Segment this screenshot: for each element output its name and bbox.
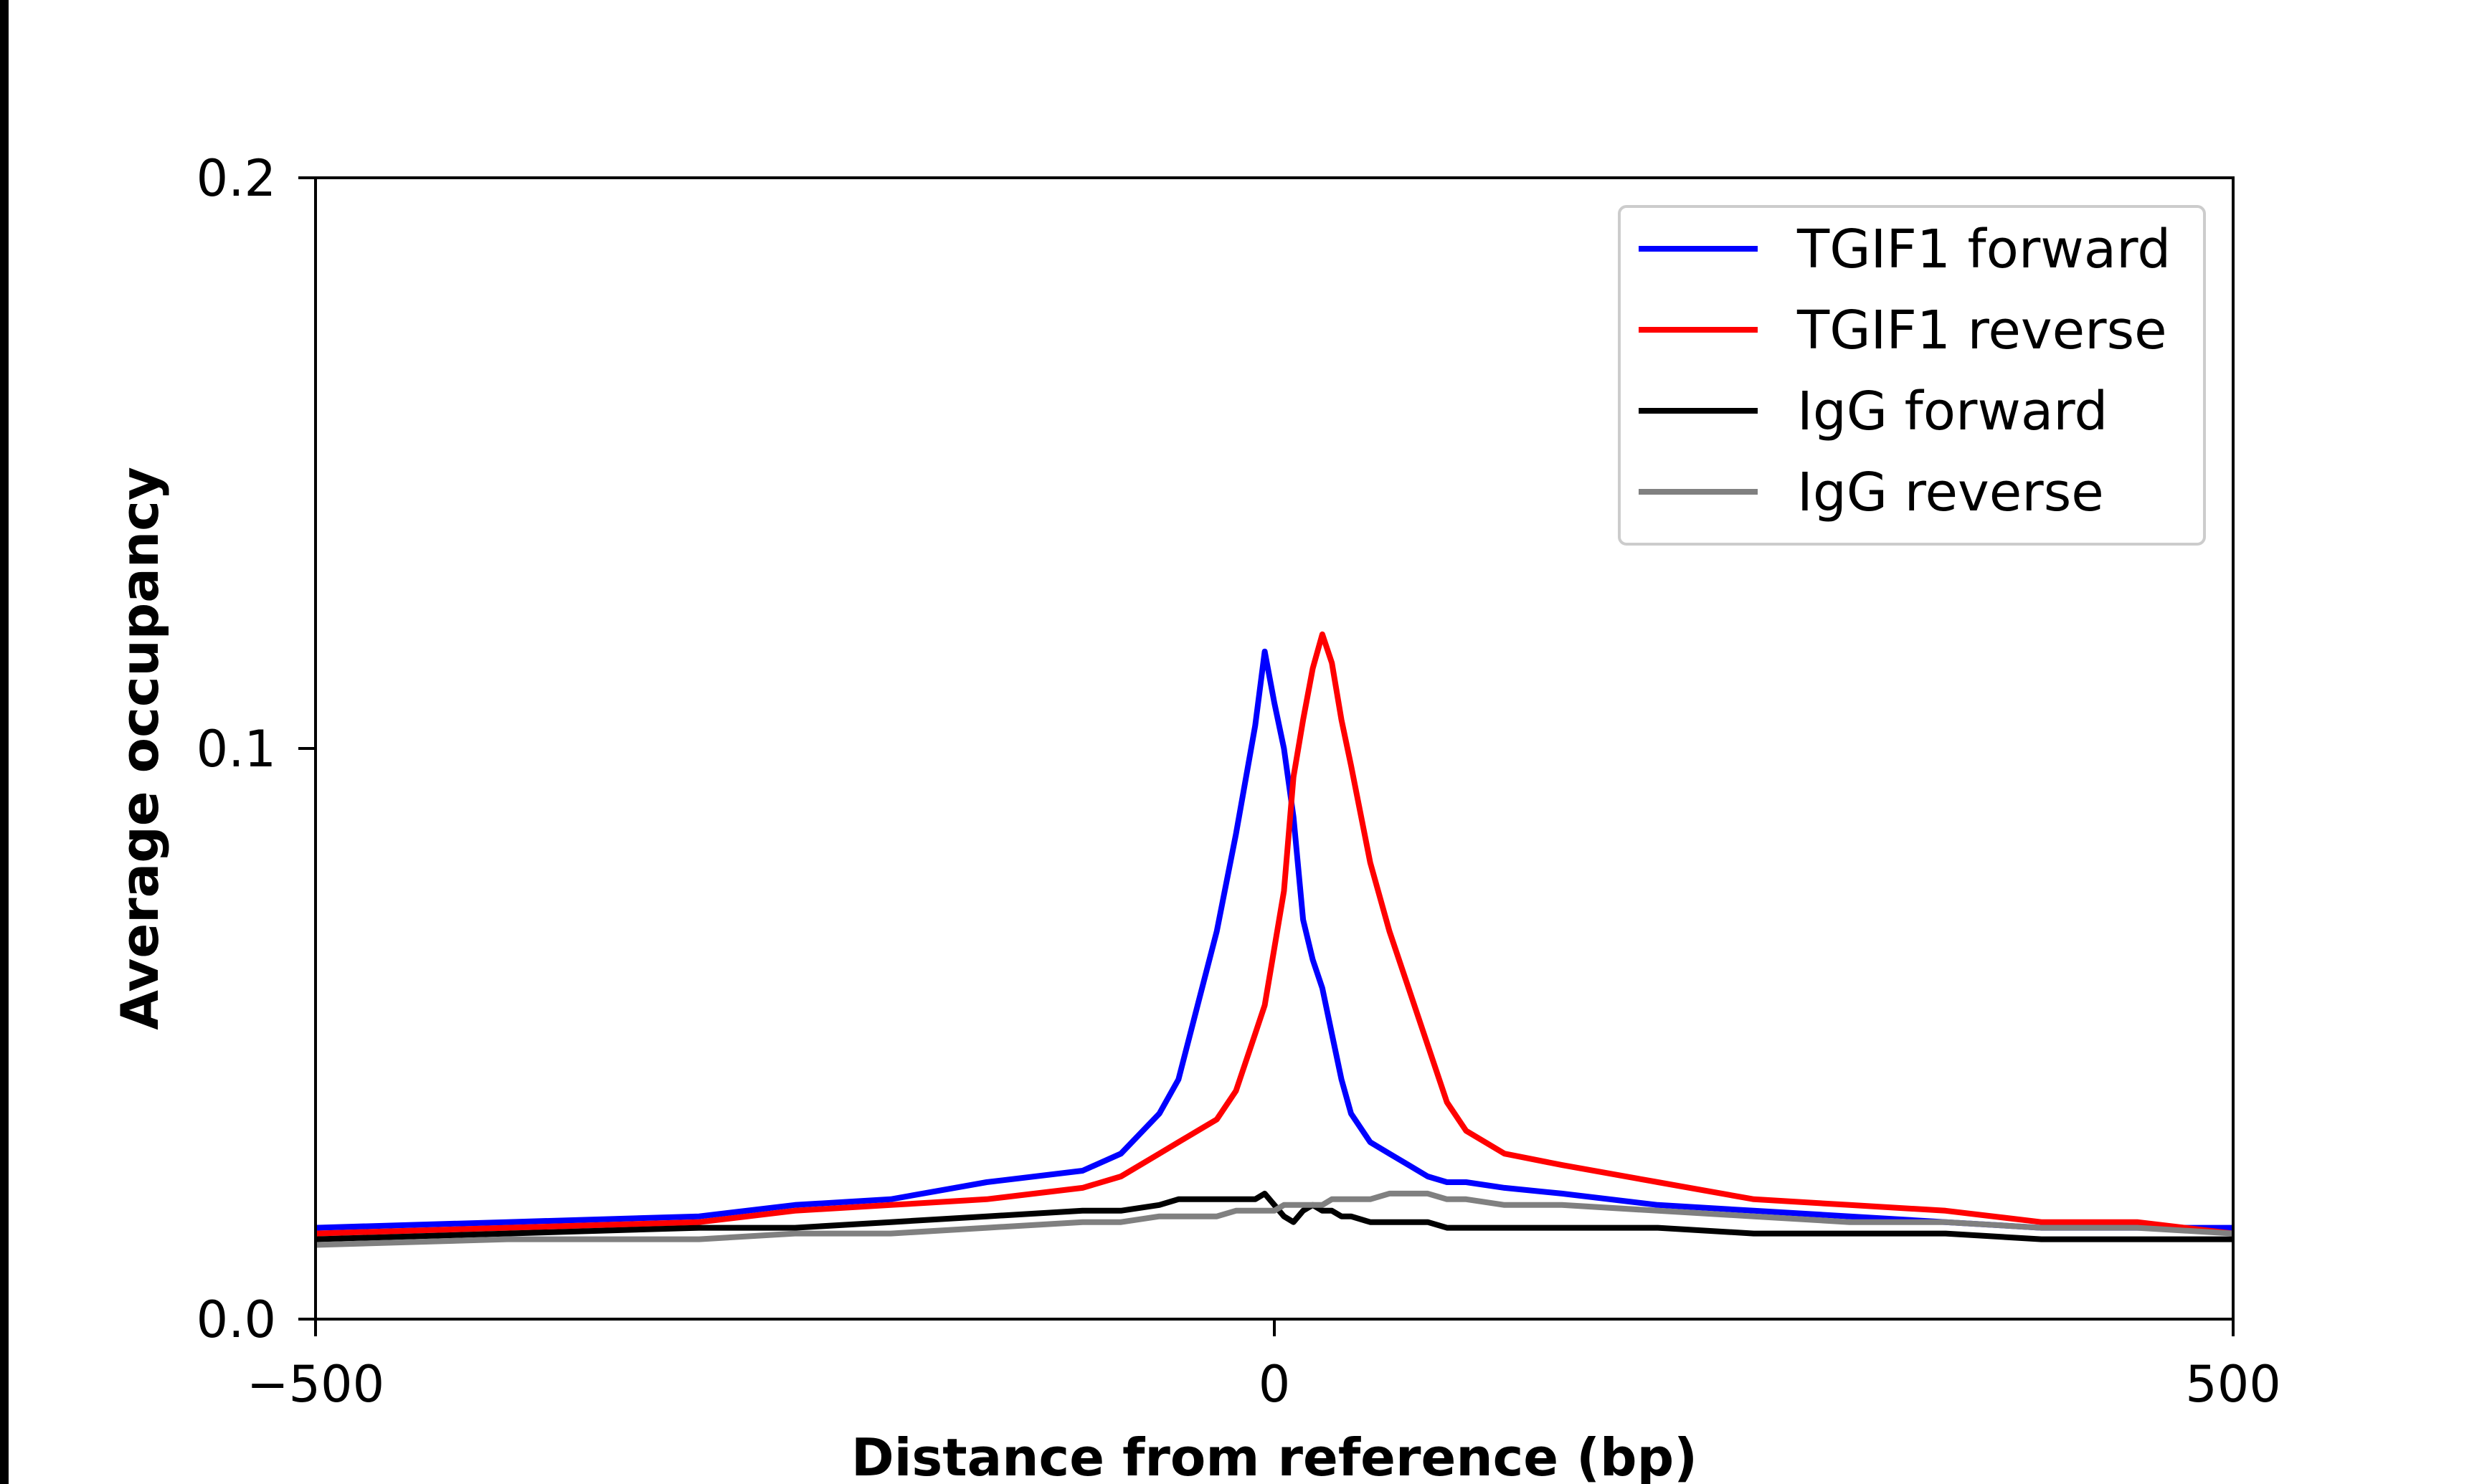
left-border xyxy=(0,0,9,1484)
series-line-tgif1-forward xyxy=(315,648,2233,1231)
legend-box xyxy=(1618,205,2206,546)
legend-label: IgG forward xyxy=(1797,381,2108,442)
legend-label: IgG reverse xyxy=(1797,462,2104,523)
x-axis-label: Distance from reference (bp) xyxy=(851,1427,1697,1484)
y-axis-label: Average occupancy xyxy=(110,467,170,1030)
xtick-label: 500 xyxy=(2185,1355,2281,1414)
series-line-tgif1-reverse xyxy=(315,631,2234,1237)
ytick-label: 0.1 xyxy=(196,720,276,779)
xtick-label: 0 xyxy=(1259,1355,1291,1414)
legend-label: TGIF1 reverse xyxy=(1796,300,2167,361)
ytick-label: 0.2 xyxy=(196,149,276,208)
series-layer xyxy=(315,631,2234,1248)
xtick-label: −500 xyxy=(247,1355,384,1414)
legend-label: TGIF1 forward xyxy=(1796,219,2171,280)
legend: TGIF1 forward TGIF1 reverse IgG forward … xyxy=(1618,205,2206,546)
ytick-label: 0.0 xyxy=(196,1290,276,1349)
ticks: −500 0 500 0.0 0.1 0.2 xyxy=(196,149,2281,1414)
series-line-igg-reverse xyxy=(315,1190,2234,1248)
